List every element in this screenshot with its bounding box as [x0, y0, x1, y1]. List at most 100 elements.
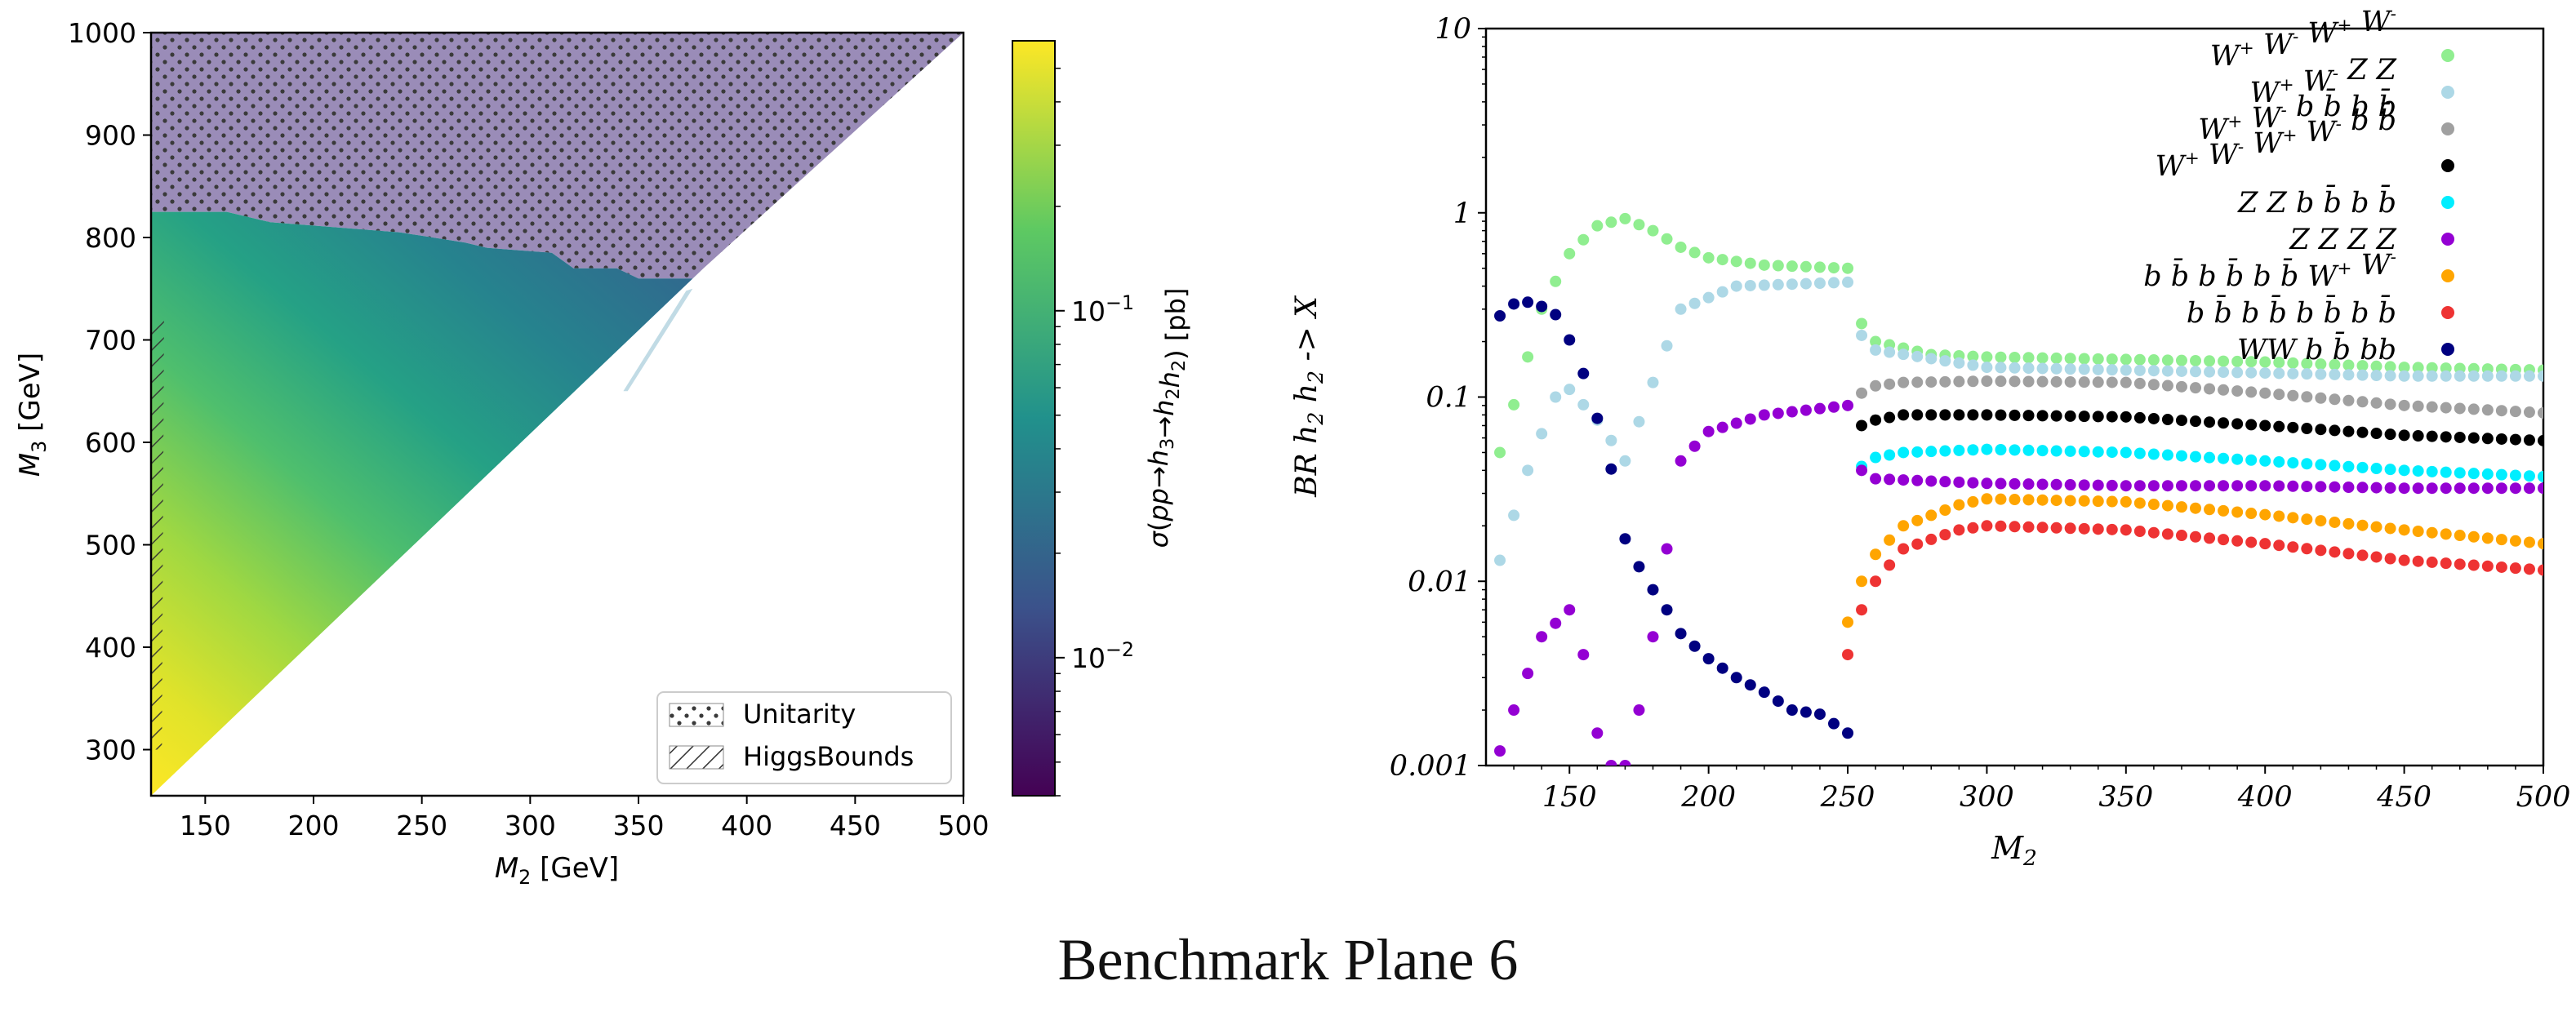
series-z-z-b-b-b-b- — [1856, 443, 2543, 482]
data-point — [2147, 480, 2160, 492]
data-point — [2287, 480, 2299, 492]
data-point — [2050, 352, 2062, 364]
data-point — [1550, 275, 1562, 287]
x-tick-label: 200 — [1680, 781, 1736, 814]
series-ww-b-b-bb — [1494, 296, 1854, 739]
legend-label: Z Z b b̄ b b̄ — [2237, 184, 2396, 220]
data-point — [2147, 526, 2160, 539]
data-point — [2273, 539, 2285, 552]
data-point — [2259, 455, 2271, 467]
data-point — [2231, 355, 2244, 367]
data-point — [1995, 409, 2007, 421]
data-point — [1619, 455, 1631, 467]
data-point — [2454, 402, 2466, 415]
data-point — [1967, 477, 1979, 489]
x-tick-label: 250 — [1820, 781, 1875, 814]
data-point — [2523, 406, 2535, 419]
data-point — [1870, 414, 1882, 426]
data-point — [2231, 385, 2244, 397]
x-tick-label: 500 — [2516, 781, 2571, 814]
data-point — [2092, 495, 2104, 508]
heatmap-frame — [149, 31, 965, 797]
data-point — [2092, 523, 2104, 535]
data-point — [1981, 375, 1993, 388]
data-point — [1911, 376, 1924, 388]
y-tick-label: 1 — [1453, 198, 1471, 230]
data-point — [2301, 543, 2313, 555]
data-point — [2147, 379, 2160, 391]
data-point — [2022, 521, 2035, 533]
data-point — [2092, 353, 2104, 365]
data-point — [2467, 482, 2480, 495]
legend-box — [656, 691, 952, 784]
data-point — [2190, 415, 2202, 428]
data-point — [2273, 420, 2285, 433]
data-point — [2204, 383, 2216, 395]
data-point — [2218, 534, 2230, 546]
data-point — [1813, 708, 1826, 721]
data-point — [2342, 460, 2355, 473]
data-point — [1842, 727, 1854, 739]
legend-marker — [2441, 233, 2454, 246]
data-point — [2273, 367, 2285, 380]
data-point — [2426, 370, 2438, 382]
data-point — [1591, 727, 1604, 739]
data-point — [1605, 434, 1617, 446]
data-point — [2161, 414, 2173, 426]
y-tick-label: 500 — [85, 530, 136, 561]
data-point — [2078, 479, 2090, 491]
data-point — [1744, 413, 1756, 425]
data-point — [2426, 556, 2438, 568]
heatmap-y-axis: 300 400 500 600 700 800 900 1000 — [68, 17, 151, 766]
data-point — [1953, 357, 1965, 369]
data-point — [2050, 495, 2062, 507]
data-point — [1995, 493, 2007, 505]
data-point — [2287, 541, 2299, 553]
data-point — [1550, 308, 1562, 321]
y-tick-label: 700 — [85, 325, 136, 357]
data-point — [2022, 362, 2035, 375]
data-point — [2509, 482, 2521, 495]
data-point — [1884, 449, 1896, 461]
data-point — [2161, 380, 2173, 392]
data-point — [2036, 445, 2049, 457]
data-point — [1953, 499, 1965, 511]
data-point — [2218, 417, 2230, 429]
figure-caption: Benchmark Plane 6 — [1057, 927, 1519, 992]
data-point — [2523, 470, 2535, 482]
branching-ratio-plot: 150 200 250 300 350 400 450 500 0.001 0.01 0.1 1 10… — [1290, 4, 2570, 871]
data-point — [2204, 480, 2216, 492]
data-point — [2426, 401, 2438, 413]
data-point — [1981, 520, 1993, 532]
data-point — [1870, 548, 1882, 561]
data-point — [2120, 495, 2132, 508]
legend-label: Z Z Z Z — [2289, 224, 2396, 256]
data-point — [1702, 425, 1715, 437]
data-point — [2315, 392, 2327, 404]
legend-label: W+ W- b b̄ b b̄ — [2198, 87, 2396, 146]
data-point — [1522, 668, 1534, 680]
data-point — [2259, 419, 2271, 432]
legend-label: W+ W- W+ W- — [2210, 4, 2396, 73]
data-point — [1827, 277, 1840, 289]
data-point — [2022, 375, 2035, 388]
data-point — [1981, 477, 1993, 490]
data-point — [2022, 444, 2035, 456]
data-point — [2495, 433, 2507, 445]
data-point — [1633, 219, 1645, 231]
data-point — [2481, 482, 2494, 495]
legend-label: HiggsBounds — [743, 741, 914, 772]
data-point — [2175, 354, 2187, 366]
data-point — [2231, 418, 2244, 430]
data-point — [1688, 640, 1701, 652]
data-point — [2078, 376, 2090, 388]
data-point — [2356, 396, 2369, 408]
data-point — [1772, 695, 1784, 708]
data-point — [2426, 430, 2438, 442]
data-point — [2384, 361, 2396, 373]
data-point — [1856, 604, 1868, 616]
data-point — [1633, 561, 1645, 573]
data-point — [1898, 409, 1910, 421]
data-point — [2370, 360, 2382, 372]
data-point — [2259, 508, 2271, 521]
